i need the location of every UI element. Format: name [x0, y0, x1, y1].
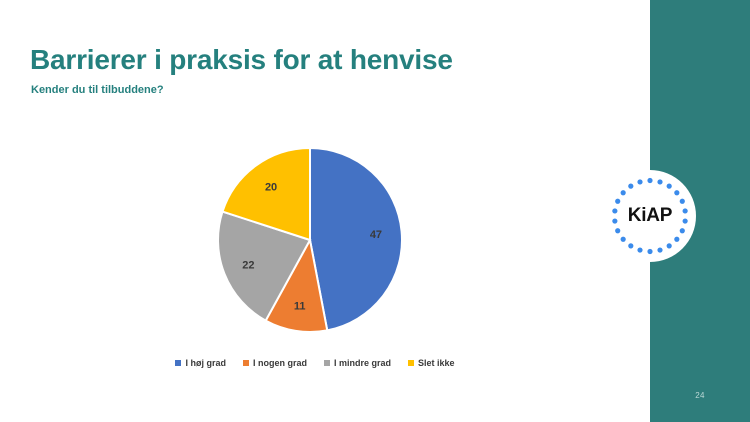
legend-swatch-icon — [407, 360, 414, 366]
pie-slice-label: 11 — [294, 300, 306, 312]
legend-item[interactable]: Slet ikke — [407, 358, 455, 368]
legend-item[interactable]: I mindre grad — [323, 358, 391, 368]
pie-slice — [309, 146, 403, 332]
legend-label: Slet ikke — [417, 358, 455, 368]
pie-slice — [217, 210, 312, 322]
legend-label: I nogen grad — [252, 358, 307, 368]
page-subtitle: Kender du til tilbuddene? — [31, 84, 164, 96]
legend-swatch-icon — [175, 360, 182, 366]
page-title: Barrierer i praksis for at henvise — [30, 44, 453, 75]
legend-label: I mindre grad — [333, 358, 391, 368]
pie-slice-label: 20 — [265, 181, 277, 193]
pie-slice — [221, 146, 311, 242]
legend-swatch-icon — [323, 360, 330, 366]
legend-swatch-icon — [242, 360, 249, 366]
logo-disc — [604, 170, 696, 262]
chart-legend: I høj grad I nogen grad I mindre grad Slet … — [130, 358, 500, 368]
legend-item[interactable]: I høj grad — [175, 358, 226, 368]
pie-slice-label: 22 — [242, 259, 254, 271]
logo-wordmark: KiAP — [627, 205, 673, 226]
kiap-logo: KiAP — [604, 170, 696, 262]
pie-chart: 47 11 22 20 I høj grad I nogen grad I mindre … — [130, 130, 500, 385]
logo-dot-ring-icon — [612, 177, 688, 255]
page-number: 24 — [695, 391, 705, 400]
legend-item[interactable]: I nogen grad — [242, 358, 307, 368]
legend-label: I høj grad — [185, 358, 226, 368]
pie-chart-svg: 47 11 22 20 — [217, 146, 403, 333]
pie-slice-label: 47 — [370, 229, 382, 241]
